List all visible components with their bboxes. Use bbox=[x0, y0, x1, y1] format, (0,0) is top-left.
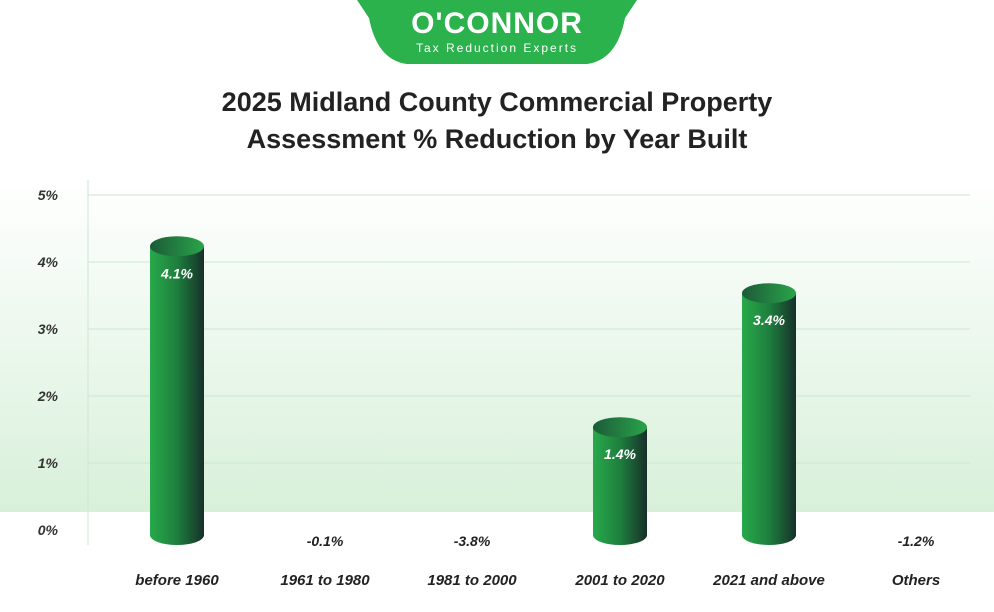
value-label: -1.2% bbox=[898, 533, 935, 549]
x-category-label: 2001 to 2020 bbox=[574, 572, 665, 589]
x-category-label: 2021 and above bbox=[712, 572, 825, 589]
bar bbox=[593, 417, 647, 545]
value-label: -3.8% bbox=[454, 533, 491, 549]
bar bbox=[150, 236, 204, 545]
x-category-label: Others bbox=[892, 572, 940, 589]
y-tick-label: 1% bbox=[38, 455, 59, 471]
value-label: 3.4% bbox=[753, 312, 785, 328]
x-category-label: 1981 to 2000 bbox=[427, 572, 517, 589]
chart-title: 2025 Midland County Commercial Property … bbox=[221, 87, 773, 154]
y-tick-label: 2% bbox=[37, 388, 59, 404]
value-label: 1.4% bbox=[604, 446, 636, 462]
y-tick-label: 4% bbox=[37, 254, 59, 270]
value-label: -0.1% bbox=[307, 533, 344, 549]
value-label: 4.1% bbox=[160, 265, 193, 281]
y-tick-label: 5% bbox=[38, 187, 59, 203]
y-tick-label: 0% bbox=[38, 522, 59, 538]
x-category-label: before 1960 bbox=[135, 572, 219, 589]
bar bbox=[742, 283, 796, 545]
x-category-label: 1961 to 1980 bbox=[280, 572, 370, 589]
y-tick-label: 3% bbox=[38, 321, 59, 337]
oconnor-logo: O'CONNOR Tax Reduction Experts bbox=[357, 0, 637, 66]
